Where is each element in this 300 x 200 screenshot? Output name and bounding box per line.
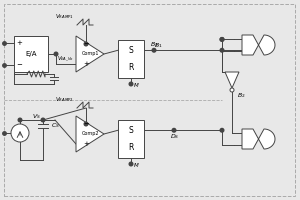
Circle shape	[220, 38, 224, 41]
Circle shape	[18, 118, 22, 122]
Polygon shape	[225, 72, 239, 88]
Circle shape	[84, 122, 88, 126]
Text: R: R	[128, 143, 134, 152]
FancyBboxPatch shape	[118, 40, 144, 78]
Text: E/A: E/A	[25, 51, 37, 57]
Text: +: +	[83, 61, 89, 67]
Text: $B_1$: $B_1$	[154, 41, 162, 50]
Text: $V_{RAMP2}$: $V_{RAMP2}$	[55, 96, 74, 104]
Circle shape	[172, 128, 176, 132]
Text: $V_S$: $V_S$	[32, 113, 41, 121]
Circle shape	[230, 88, 234, 92]
Text: −: −	[83, 41, 89, 47]
Text: +: +	[83, 141, 89, 147]
Text: S: S	[129, 126, 134, 135]
Circle shape	[220, 38, 224, 41]
Text: $V_{RAMP1}$: $V_{RAMP1}$	[55, 13, 74, 21]
Text: Comp1: Comp1	[81, 51, 99, 56]
FancyBboxPatch shape	[14, 36, 48, 72]
Text: $M$: $M$	[133, 81, 140, 89]
Text: $B_1$: $B_1$	[150, 40, 158, 49]
Text: $V_{EA\_Vo}$: $V_{EA\_Vo}$	[57, 55, 74, 63]
Text: R: R	[128, 63, 134, 72]
Text: +: +	[16, 40, 22, 46]
Text: $B_2$: $B_2$	[237, 92, 246, 100]
Polygon shape	[76, 36, 104, 72]
Text: $M$: $M$	[133, 161, 140, 169]
Circle shape	[84, 42, 88, 46]
Circle shape	[152, 48, 156, 52]
Circle shape	[129, 82, 133, 86]
Circle shape	[220, 48, 224, 52]
Circle shape	[54, 52, 58, 56]
Circle shape	[129, 162, 133, 166]
Circle shape	[41, 118, 45, 122]
Text: −: −	[16, 62, 22, 68]
Polygon shape	[242, 35, 275, 55]
Text: $D_S$: $D_S$	[170, 132, 180, 141]
Text: −: −	[83, 121, 89, 127]
Polygon shape	[76, 116, 104, 152]
Text: $C_S$: $C_S$	[51, 122, 60, 130]
Circle shape	[220, 128, 224, 132]
FancyBboxPatch shape	[118, 120, 144, 158]
Circle shape	[11, 124, 29, 142]
Polygon shape	[242, 129, 275, 149]
Text: Comp2: Comp2	[81, 132, 99, 136]
Text: S: S	[129, 46, 134, 55]
